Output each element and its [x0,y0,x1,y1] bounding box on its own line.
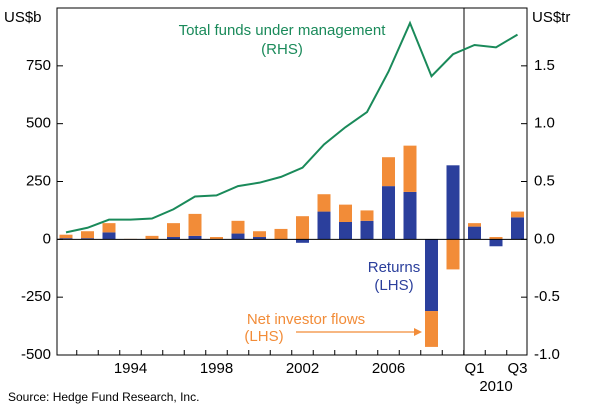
bar [425,239,438,312]
y2-tick-label: -1.0 [534,346,560,363]
bar [489,237,503,240]
bar [511,217,524,240]
bar [317,194,331,212]
bar [403,145,417,192]
arrow-head [414,328,422,336]
y2-tick-label: -0.5 [534,288,560,305]
bar [145,235,159,240]
bar [102,223,116,233]
bar [188,235,202,240]
bar [446,239,460,270]
line [65,20,519,234]
y2-tick-label: 1.0 [534,115,555,132]
bar [489,239,503,247]
bar [511,211,524,218]
x-tick-label: 2006 [372,360,405,377]
bar [403,191,417,240]
bar [382,186,395,240]
bar [210,237,223,240]
source: Source: Hedge Fund Research, Inc. [8,390,199,404]
bar [253,237,266,240]
returns-annotation: Returns [368,259,421,276]
line-annotation: Total funds under management [179,22,387,39]
x-tick-label: 1994 [114,360,147,377]
flows-annotation-axis: (LHS) [244,328,283,345]
bar [339,221,352,240]
bar [360,220,374,240]
bar [102,232,116,240]
bar [296,216,309,240]
x-tick-label: 2002 [286,360,319,377]
bar [468,226,481,240]
y-tick-label: -250 [21,288,51,305]
bar [339,204,352,222]
bar [468,223,481,227]
bar [253,231,266,238]
bar [81,238,94,240]
returns-annotation-axis: (LHS) [374,277,413,294]
x-group-label: 2010 [479,378,512,395]
x-tick-label: Q1 [464,360,484,377]
x-tick-label: Q3 [507,360,527,377]
bar [188,213,202,236]
y-axis-label: US$b [4,9,42,26]
bar [425,311,438,347]
y-tick-label: 750 [26,57,51,74]
y-tick-label: -500 [21,346,51,363]
y2-tick-label: 0.0 [534,230,555,247]
y2-tick-label: 0.5 [534,172,555,189]
bar [167,223,180,238]
bar [81,231,94,239]
bar [59,234,73,239]
x-tick-label: 1998 [200,360,233,377]
bar [59,238,73,240]
line-annotation-axis: (RHS) [261,41,303,58]
bar [231,233,245,240]
bar [446,165,460,240]
y-tick-label: 250 [26,172,51,189]
y-tick-label: 500 [26,115,51,132]
bar [274,228,288,240]
y-tick-label: 0 [43,230,51,247]
bar [231,220,245,234]
bar [167,237,180,240]
y2-tick-label: 1.5 [534,57,555,74]
bar [360,210,374,221]
bar [382,157,395,187]
bar [296,239,309,243]
flows-annotation: Net investor flows [247,311,365,328]
bar [317,211,331,240]
y2-axis-label: US$tr [532,9,570,26]
